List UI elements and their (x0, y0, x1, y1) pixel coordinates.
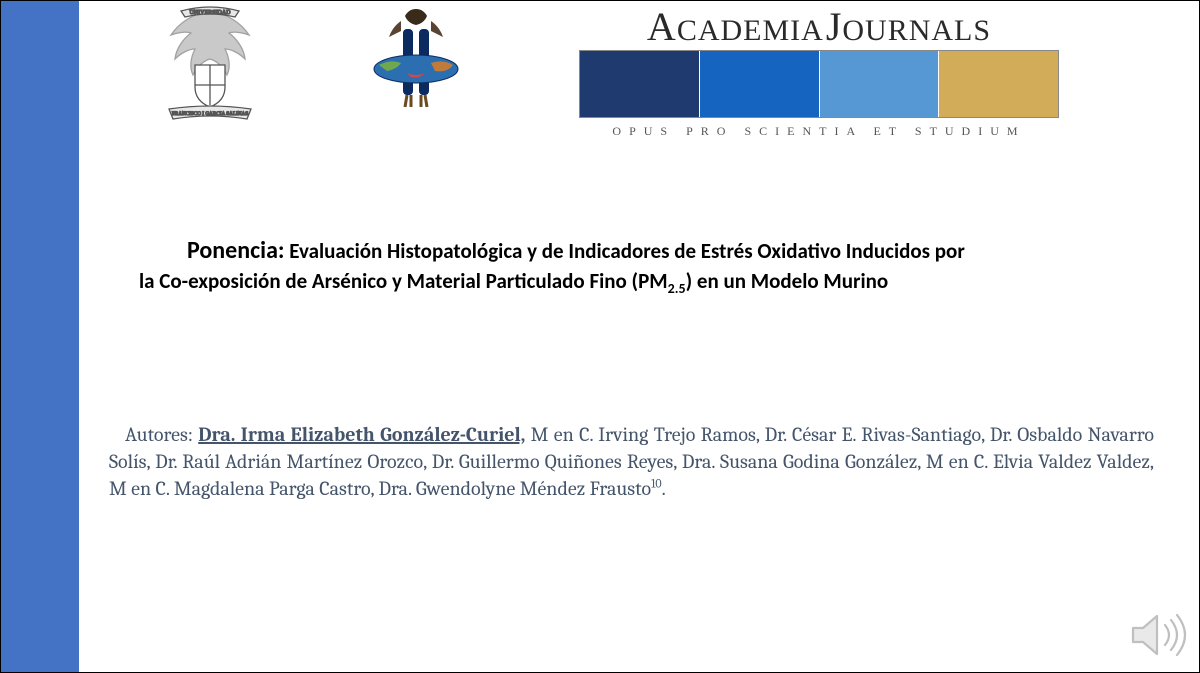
aj-word-academia: CADEMIA (677, 14, 824, 47)
academia-journals-logo: ACADEMIAJOURNALS OPUS PRO SCIENTIA ET ST… (579, 3, 1059, 139)
svg-text:UNIVERSIDAD: UNIVERSIDAD (190, 10, 232, 16)
authors-period: . (662, 477, 666, 500)
aj-bar-blue (700, 51, 819, 117)
university-emblem-icon: UNIVERSIDAD FRANCISCO I GARCIA SALINAS (151, 5, 269, 125)
author-sup: 10 (651, 476, 662, 490)
aj-tagline: OPUS PRO SCIENTIA ET STUDIUM (579, 124, 1059, 139)
aj-bar-gold (939, 51, 1058, 117)
title-subscript: 2.5 (668, 281, 686, 298)
title-label: Ponencia: (187, 236, 285, 265)
department-emblem-icon (361, 7, 471, 117)
aj-color-bars (579, 50, 1059, 118)
presentation-title: Ponencia: Evaluación Histopatológica y d… (139, 235, 1139, 299)
aj-title-text: ACADEMIAJOURNALS (579, 3, 1059, 50)
aj-bar-light (820, 51, 939, 117)
aj-bar-navy (580, 51, 699, 117)
authors-block: Autores: Dra. Irma Elizabeth González-Cu… (109, 421, 1154, 502)
logo-row: UNIVERSIDAD FRANCISCO I GARCIA SALINAS (79, 1, 1199, 151)
main-author: Dra. Irma Elizabeth González-Curiel, (198, 423, 525, 446)
authors-label: Autores: (125, 423, 198, 446)
svg-text:FRANCISCO I GARCIA SALINAS: FRANCISCO I GARCIA SALINAS (172, 111, 248, 117)
aj-word-journals: OURNALS (842, 14, 991, 47)
title-line1: Evaluación Histopatológica y de Indicado… (289, 238, 965, 264)
slide-content: UNIVERSIDAD FRANCISCO I GARCIA SALINAS (79, 1, 1199, 672)
slide-sidebar (1, 1, 79, 672)
title-line2a: la Co-exposición de Arsénico y Material … (139, 268, 668, 294)
audio-speaker-icon[interactable] (1127, 610, 1187, 660)
title-line2b: ) en un Modelo Murino (686, 268, 889, 294)
